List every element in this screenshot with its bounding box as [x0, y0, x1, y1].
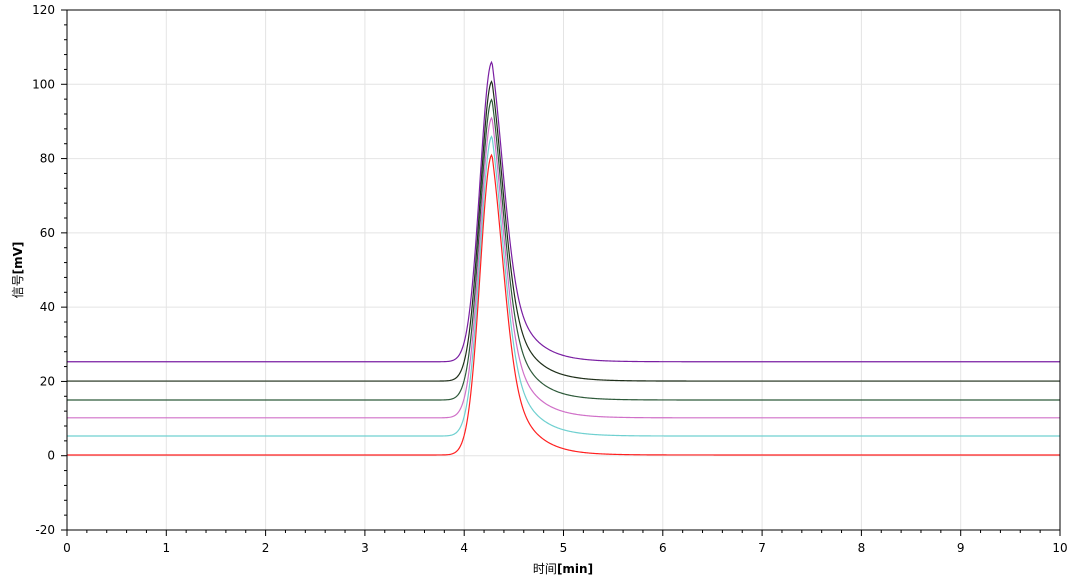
series-line-2 [67, 80, 1060, 382]
y-axis-label: 信号[mV] [11, 242, 25, 299]
x-tick-label: 8 [858, 541, 866, 555]
y-tick-label: 0 [47, 449, 55, 463]
series-line-1 [67, 60, 1060, 363]
tick-labels: 0 1 2 3 4 5 6 7 8 9 10 -20 0 20 40 60 80 100 120 [32, 3, 1068, 555]
series-line-4 [67, 116, 1060, 419]
x-axis-label-unit: [min] [557, 562, 593, 576]
tick-marks [61, 9, 1061, 536]
y-axis-label-text: 信号 [11, 274, 25, 298]
y-tick-label: 60 [40, 226, 55, 240]
x-tick-label: 6 [659, 541, 667, 555]
x-tick-label: 3 [361, 541, 369, 555]
series-line-6 [67, 153, 1060, 456]
x-axis-label-text: 时间 [533, 562, 557, 576]
x-tick-label: 9 [957, 541, 965, 555]
y-axis-label-unit: [mV] [11, 242, 25, 275]
x-tick-label: 2 [262, 541, 270, 555]
y-tick-label: 120 [32, 3, 55, 17]
x-tick-label: 1 [162, 541, 170, 555]
series-line-3 [67, 98, 1060, 401]
y-tick-label: -20 [35, 523, 55, 537]
y-tick-label: 20 [40, 374, 55, 388]
y-tick-label: 80 [40, 152, 55, 166]
x-tick-label: 4 [460, 541, 468, 555]
y-tick-label: 40 [40, 300, 55, 314]
x-tick-label: 0 [63, 541, 71, 555]
x-tick-label: 10 [1052, 541, 1067, 555]
x-tick-label: 7 [758, 541, 766, 555]
x-tick-label: 5 [560, 541, 568, 555]
series-line-5 [67, 135, 1060, 437]
series-group [67, 60, 1060, 456]
y-tick-label: 100 [32, 77, 55, 91]
x-axis-label: 时间[min] [533, 562, 593, 576]
